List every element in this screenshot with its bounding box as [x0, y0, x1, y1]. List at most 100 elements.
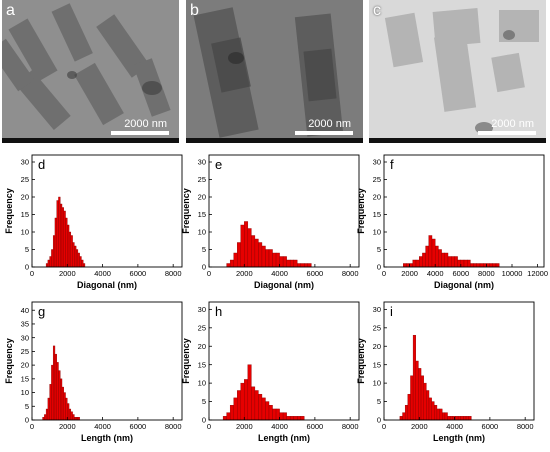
histogram-bar-f [489, 263, 494, 268]
histogram-bar-i [412, 334, 416, 421]
histogram-bar-d [81, 259, 84, 268]
histogram-bar-i [447, 416, 451, 421]
histogram-bar-d [58, 196, 61, 268]
histogram-bar-e [272, 252, 277, 268]
histogram-bar-i [455, 416, 459, 421]
histogram-bar-i [404, 405, 409, 421]
y-tick-label-h: 10 [198, 379, 206, 388]
histogram-bar-e [289, 259, 294, 268]
histogram-bar-g [60, 378, 63, 421]
panel-letter-e: e [215, 157, 222, 172]
plot-frame-f [383, 154, 545, 268]
histogram-bar-g [56, 362, 59, 421]
histogram-bar-i [426, 390, 430, 421]
histogram-bar-e [265, 249, 270, 268]
histogram-bar-e [261, 245, 266, 268]
x-tick-label-e: 0 [207, 269, 211, 278]
histogram-bar-f [422, 252, 426, 268]
histogram-bar-e [233, 252, 238, 268]
tem-image-b: b 2000 nm [186, 0, 363, 143]
x-tick-label-h: 2000 [236, 422, 253, 431]
histogram-bar-h [247, 364, 252, 421]
histogram-bar-g [72, 414, 75, 421]
histogram-bar-d [54, 217, 57, 268]
histogram-bar-e [286, 259, 291, 268]
x-axis-label-h: Length (nm) [258, 433, 310, 443]
panel-letter-a: a [6, 2, 15, 19]
y-tick-label-d: 30 [21, 158, 29, 167]
y-tick-label-e: 5 [202, 245, 206, 254]
x-tick-label-i: 0 [382, 422, 386, 431]
y-tick-label-i: 0 [377, 416, 381, 425]
y-tick-label-e: 20 [198, 193, 206, 202]
histogram-bar-d [72, 242, 75, 268]
histogram-bar-i [415, 360, 419, 421]
panel-letter-i: i [390, 304, 393, 319]
y-tick-label-f: 30 [373, 158, 381, 167]
histogram-bar-f [457, 259, 462, 268]
histogram-bar-i [439, 408, 443, 421]
histogram-bar-h [240, 382, 245, 421]
x-tick-label-h: 8000 [342, 422, 359, 431]
y-tick-label-h: 0 [202, 416, 206, 425]
histogram-bar-g [51, 364, 54, 421]
histogram-bar-e [240, 224, 245, 268]
panel-letter-h: h [215, 304, 222, 319]
histogram-bar-h [237, 390, 241, 421]
histogram-bar-i [460, 416, 464, 421]
panel-letter-c: c [373, 2, 381, 19]
panel-letter-b: b [190, 2, 199, 19]
histogram-bar-e [229, 259, 234, 268]
histogram-bar-e [237, 242, 241, 268]
histogram-bar-f [454, 256, 458, 268]
histogram-bar-d [67, 224, 70, 268]
histogram-bar-e [254, 238, 259, 268]
histogram-bar-e [307, 263, 312, 268]
y-tick-label-g: 40 [21, 306, 29, 315]
y-tick-label-g: 0 [25, 416, 29, 425]
y-tick-label-g: 30 [21, 333, 29, 342]
y-tick-label-d: 10 [21, 228, 29, 237]
y-tick-label-i: 30 [373, 305, 381, 314]
histogram-bar-e [297, 263, 301, 268]
histogram-bar-d [47, 259, 50, 268]
y-tick-label-i: 20 [373, 342, 381, 351]
tem-image-a: a 2000 nm [2, 0, 179, 143]
histogram-bar-e [268, 249, 273, 268]
x-tick-label-e: 4000 [271, 269, 288, 278]
histogram-bar-f [495, 263, 500, 268]
x-tick-label-i: 6000 [482, 422, 499, 431]
y-tick-label-h: 25 [198, 323, 206, 332]
y-tick-label-f: 15 [373, 210, 381, 219]
x-tick-label-e: 8000 [342, 269, 359, 278]
histogram-bar-g [45, 408, 49, 421]
x-tick-label-h: 0 [207, 422, 211, 431]
histogram-bar-g [63, 392, 66, 421]
x-tick-label-g: 6000 [130, 422, 147, 431]
y-tick-label-e: 15 [198, 210, 206, 219]
histogram-bar-e [293, 259, 298, 268]
y-tick-label-f: 10 [373, 228, 381, 237]
histogram-bar-f [451, 256, 455, 268]
histogram-bar-f [447, 256, 452, 268]
y-tick-label-e: 25 [198, 175, 206, 184]
x-tick-label-g: 0 [30, 422, 34, 431]
histogram-bar-d [79, 256, 82, 268]
y-tick-label-f: 20 [373, 193, 381, 202]
y-axis-label-d: Frequency [4, 188, 14, 234]
x-tick-label-h: 4000 [271, 422, 288, 431]
histogram-bar-f [444, 252, 449, 268]
y-tick-label-i: 25 [373, 323, 381, 332]
x-tick-label-g: 2000 [59, 422, 76, 431]
y-tick-label-h: 30 [198, 305, 206, 314]
histogram-bar-e [226, 263, 231, 268]
x-tick-label-i: 2000 [411, 422, 428, 431]
histogram-bar-i [465, 416, 469, 421]
y-axis-label-i: Frequency [356, 338, 366, 384]
y-axis-label-f: Frequency [356, 188, 366, 234]
y-tick-label-d: 15 [21, 210, 29, 219]
histogram-bar-h [229, 405, 234, 421]
histogram-bar-e [244, 221, 249, 268]
plot-frame-h [208, 301, 360, 421]
histogram-bar-d [82, 263, 86, 268]
